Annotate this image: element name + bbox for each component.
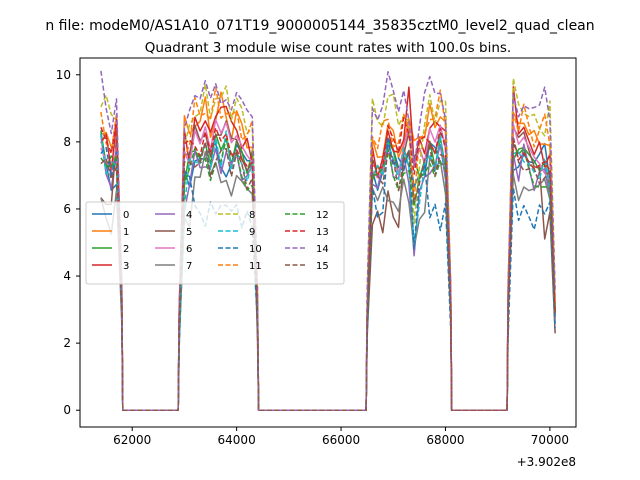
series-line-15 xyxy=(100,137,556,411)
series-layer xyxy=(100,70,556,411)
legend-label-4: 4 xyxy=(186,210,192,221)
legend-label-14: 14 xyxy=(316,244,329,255)
legend-label-13: 13 xyxy=(316,227,329,238)
x-tick-label: 66000 xyxy=(322,433,360,447)
legend-label-7: 7 xyxy=(186,261,192,272)
series-line-10 xyxy=(100,138,556,411)
y-tick-label: 4 xyxy=(63,269,71,283)
legend-label-8: 8 xyxy=(249,210,255,221)
legend-label-12: 12 xyxy=(316,210,329,221)
x-tick-label: 62000 xyxy=(113,433,151,447)
axes-frame xyxy=(79,57,577,428)
legend-label-10: 10 xyxy=(249,244,262,255)
x-axis: 62000 64000 66000 68000 70000 xyxy=(113,427,569,447)
legend-label-9: 9 xyxy=(249,227,255,238)
legend-label-5: 5 xyxy=(186,227,192,238)
legend-label-15: 15 xyxy=(316,261,329,272)
x-tick-label: 68000 xyxy=(426,433,464,447)
legend-label-1: 1 xyxy=(123,227,129,238)
legend-label-6: 6 xyxy=(186,244,192,255)
y-axis: 0 2 4 6 8 10 xyxy=(56,68,80,417)
legend-label-2: 2 xyxy=(123,244,129,255)
y-tick-label: 10 xyxy=(56,68,71,82)
x-tick-label: 70000 xyxy=(531,433,569,447)
legend-frame xyxy=(85,201,345,285)
x-tick-label: 64000 xyxy=(218,433,256,447)
series-line-11 xyxy=(100,86,556,411)
legend-label-3: 3 xyxy=(123,261,129,272)
y-tick-label: 0 xyxy=(63,403,71,417)
legend-label-11: 11 xyxy=(249,261,262,272)
y-tick-label: 8 xyxy=(63,135,71,149)
y-tick-label: 6 xyxy=(63,202,71,216)
series-line-14 xyxy=(100,70,556,411)
chart-title: Quadrant 3 module wise count rates with … xyxy=(145,40,511,56)
x-axis-offset-label: +3.902e8 xyxy=(517,455,576,469)
figure-suptitle: n file: modeM0/AS1A10_071T19_9000005144_… xyxy=(45,18,594,34)
legend-label-0: 0 xyxy=(123,210,129,221)
y-tick-label: 2 xyxy=(63,336,71,350)
